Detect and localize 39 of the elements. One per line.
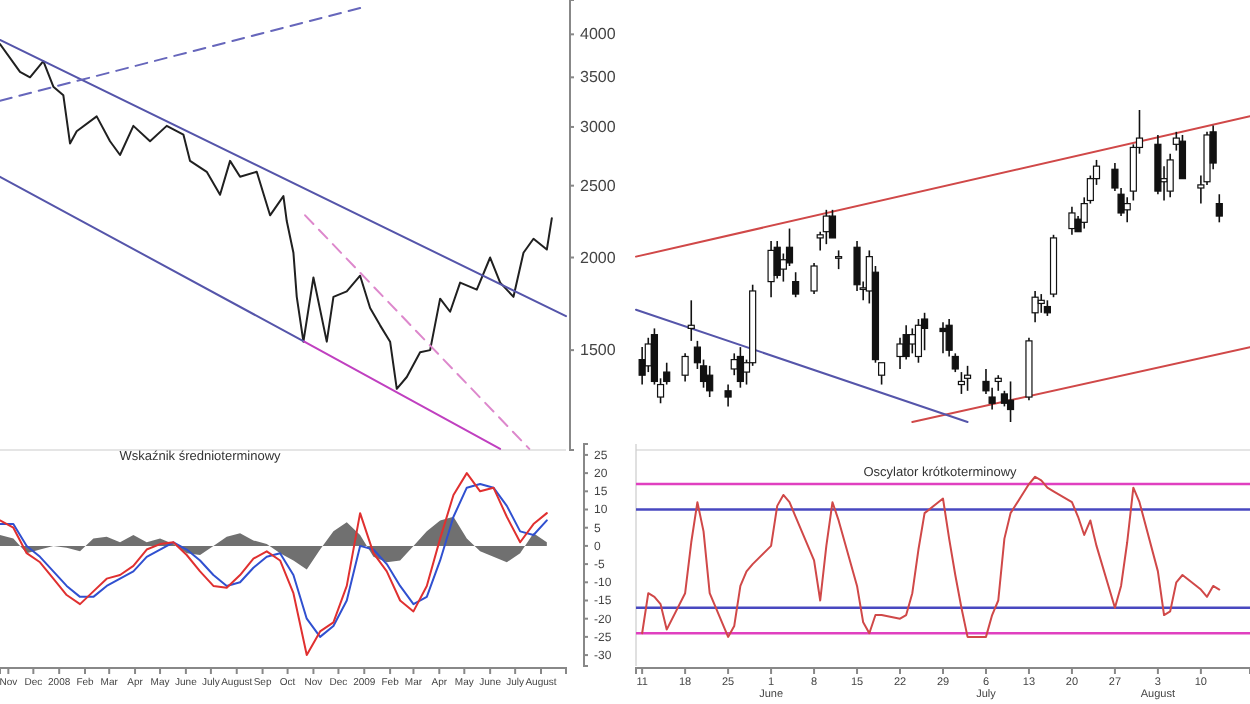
candlestick bbox=[1154, 134, 1162, 196]
candlestick bbox=[1006, 380, 1015, 423]
candlestick bbox=[853, 240, 861, 292]
candlestick bbox=[994, 374, 1002, 392]
line-series bbox=[0, 43, 553, 390]
y-tick-label: 2000 bbox=[580, 248, 617, 267]
candlestick bbox=[687, 299, 695, 342]
y-tick-label: 1500 bbox=[580, 341, 617, 360]
candlestick bbox=[736, 346, 744, 389]
candlestick bbox=[828, 209, 837, 239]
candlestick bbox=[945, 318, 953, 358]
candlestick bbox=[951, 352, 959, 373]
candlestick bbox=[914, 318, 923, 364]
y-tick-label: 3000 bbox=[580, 118, 617, 137]
candlestick bbox=[1166, 152, 1174, 199]
candlestick bbox=[988, 386, 996, 411]
line-series bbox=[0, 472, 548, 657]
candlestick bbox=[767, 240, 775, 298]
candlestick bbox=[1037, 293, 1045, 314]
candlestick bbox=[896, 336, 904, 370]
candlestick bbox=[810, 262, 818, 295]
y-tick-label: 3500 bbox=[580, 68, 617, 87]
candlestick bbox=[1123, 196, 1131, 224]
candlestick bbox=[1031, 290, 1039, 323]
y-tick-label: 2500 bbox=[580, 176, 617, 195]
candlestick bbox=[706, 365, 714, 398]
candlestick bbox=[792, 271, 800, 298]
line-series bbox=[0, 483, 548, 638]
candlestick bbox=[902, 324, 910, 361]
candlestick bbox=[1178, 134, 1187, 180]
candlestick bbox=[638, 346, 646, 386]
y-tick-label: 4000 bbox=[580, 25, 617, 44]
candlestick bbox=[835, 249, 843, 270]
candlestick bbox=[724, 383, 732, 408]
candlestick bbox=[957, 371, 966, 395]
candlestick bbox=[1068, 205, 1076, 236]
candlestick bbox=[963, 365, 972, 392]
candlestick bbox=[681, 352, 689, 383]
candlestick bbox=[1215, 193, 1223, 224]
